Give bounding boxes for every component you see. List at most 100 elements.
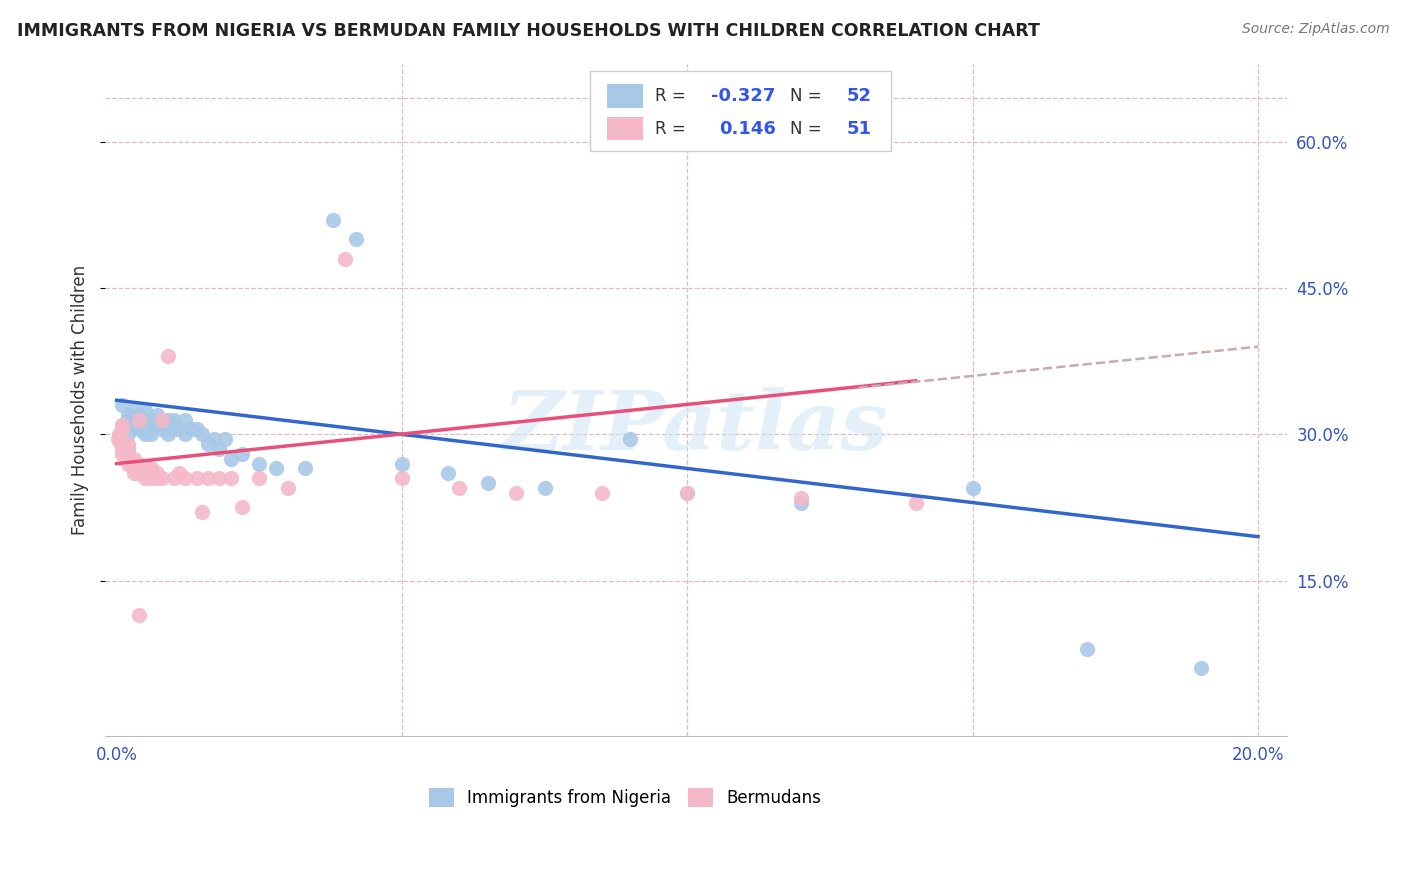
Point [247,457,270,471]
Point [122,461,145,475]
Point [111,437,134,451]
Point [111,417,134,432]
Point [122,403,145,417]
Point [117,427,139,442]
Point [1076,641,1098,656]
Point [134,467,156,481]
Point [128,413,150,427]
Point [214,432,236,446]
Point [790,495,813,509]
Point [139,467,162,481]
Point [391,471,413,485]
Point [333,252,356,266]
Point [505,486,527,500]
Point [191,505,214,519]
Point [117,437,139,451]
Point [139,427,162,442]
Point [447,481,470,495]
Point [163,471,186,485]
FancyBboxPatch shape [589,70,891,152]
Point [208,471,231,485]
Text: ZIPatlas: ZIPatlas [503,387,889,467]
Point [266,461,288,475]
Point [150,422,173,436]
Point [156,427,179,442]
Text: 52: 52 [848,87,872,105]
Point [174,471,197,485]
Point [676,486,699,500]
Text: N =: N = [790,87,827,105]
Text: -0.327: -0.327 [711,87,776,105]
Point [117,408,139,422]
Point [477,476,499,491]
Point [117,413,139,427]
Point [150,471,173,485]
Point [169,467,191,481]
Point [107,432,129,446]
Point [134,461,156,475]
Point [111,442,134,456]
Point [145,467,167,481]
Point [294,461,316,475]
Point [591,486,613,500]
Point [134,471,156,485]
Point [163,422,186,436]
Text: 51: 51 [848,120,872,138]
Point [163,413,186,427]
Point [122,417,145,432]
Point [180,422,202,436]
Text: N =: N = [790,120,827,138]
Point [111,398,134,412]
Point [117,457,139,471]
Point [128,422,150,436]
Point [186,471,208,485]
Point [231,447,253,461]
Point [277,481,299,495]
Point [219,471,242,485]
Point [128,461,150,475]
Point [128,467,150,481]
Bar [607,117,643,140]
Point [134,417,156,432]
Point [790,491,813,505]
Point [436,467,458,481]
Point [145,408,167,422]
Point [322,213,344,227]
Point [247,471,270,485]
Point [533,481,555,495]
Point [174,413,197,427]
Legend: Immigrants from Nigeria, Bermudans: Immigrants from Nigeria, Bermudans [422,781,828,814]
Text: IMMIGRANTS FROM NIGERIA VS BERMUDAN FAMILY HOUSEHOLDS WITH CHILDREN CORRELATION : IMMIGRANTS FROM NIGERIA VS BERMUDAN FAMI… [17,22,1040,40]
Point [208,442,231,456]
Point [111,422,134,436]
Point [145,471,167,485]
Point [904,495,927,509]
Point [231,500,253,515]
Point [344,232,367,246]
Point [186,422,208,436]
Point [1189,661,1212,675]
Point [169,422,191,436]
Point [122,457,145,471]
Point [139,413,162,427]
Point [156,350,179,364]
Text: Source: ZipAtlas.com: Source: ZipAtlas.com [1241,22,1389,37]
Point [128,413,150,427]
Point [139,461,162,475]
Point [128,457,150,471]
Point [139,471,162,485]
Point [197,437,219,451]
Point [391,457,413,471]
Point [676,486,699,500]
Point [619,432,641,446]
Text: R =: R = [655,87,690,105]
Text: 0.146: 0.146 [720,120,776,138]
Point [134,427,156,442]
Bar [607,84,643,108]
Point [202,432,225,446]
Point [197,471,219,485]
Text: R =: R = [655,120,696,138]
Point [156,413,179,427]
Point [122,451,145,466]
Point [145,417,167,432]
